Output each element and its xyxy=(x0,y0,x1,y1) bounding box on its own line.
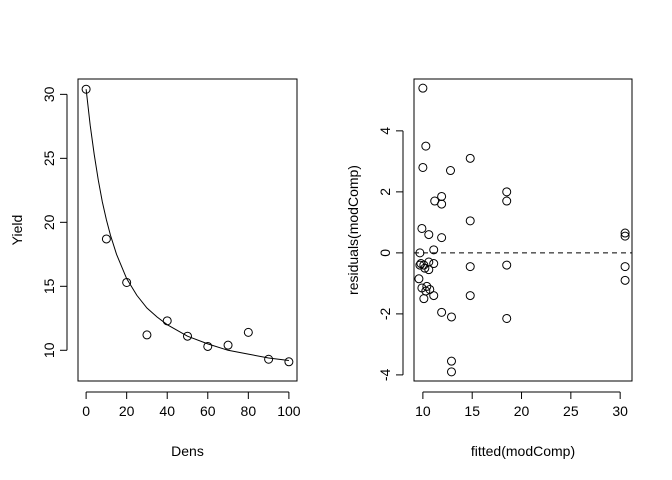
right-data-point xyxy=(418,83,428,93)
right-data-point xyxy=(445,166,455,176)
left-data-point xyxy=(101,234,111,244)
right-data-point xyxy=(502,313,512,323)
left-plot-frame xyxy=(77,78,298,382)
right-x-tick-label: 30 xyxy=(612,403,628,419)
right-x-tick-label: 20 xyxy=(514,403,530,419)
left-y-tick-label: 25 xyxy=(41,150,57,166)
right-data-point xyxy=(430,196,440,206)
right-y-tick-label: 4 xyxy=(377,127,393,135)
right-y-tick-label: 2 xyxy=(377,188,393,196)
right-data-point xyxy=(465,153,475,163)
right-data-point xyxy=(424,230,434,240)
left-x-tick-label: 80 xyxy=(241,403,257,419)
right-data-point xyxy=(418,162,428,172)
left-y-tick-label: 10 xyxy=(41,342,57,358)
right-plot-frame xyxy=(413,78,633,382)
left-y-axis-title: Yield xyxy=(9,215,25,246)
left-data-point xyxy=(203,341,213,351)
right-data-point xyxy=(420,263,430,273)
right-data-point xyxy=(422,281,432,291)
right-data-point xyxy=(465,262,475,272)
right-data-point xyxy=(502,196,512,206)
left-data-point xyxy=(223,340,233,350)
right-y-tick-label: 0 xyxy=(377,249,393,257)
left-data-point xyxy=(243,327,253,337)
right-data-point xyxy=(415,260,425,270)
right-data-point xyxy=(502,187,512,197)
right-x-tick-label: 15 xyxy=(464,403,480,419)
left-y-tick-label: 15 xyxy=(41,278,57,294)
right-data-point xyxy=(620,228,630,238)
left-data-point xyxy=(142,330,152,340)
right-y-tick-label: -4 xyxy=(377,368,393,381)
residuals-vs-fitted-panel: 10 15 20 25 30 -4 -2 0 2 4 fitted(modComp) residual… xyxy=(345,78,633,459)
right-data-point xyxy=(437,233,447,243)
left-x-tick-label: 100 xyxy=(277,403,301,419)
right-data-point xyxy=(419,294,429,304)
right-data-point xyxy=(465,291,475,301)
right-data-point xyxy=(446,367,456,377)
right-data-point xyxy=(502,260,512,270)
left-data-point xyxy=(183,331,192,341)
right-data-point xyxy=(421,141,431,151)
right-data-point xyxy=(446,312,456,322)
right-data-point xyxy=(415,248,425,258)
left-data-point xyxy=(284,357,294,367)
left-x-tick-label: 60 xyxy=(200,403,216,419)
left-data-point xyxy=(264,354,274,364)
right-data-point xyxy=(417,223,427,233)
right-y-axis-title: residuals(modComp) xyxy=(345,165,361,295)
right-data-point xyxy=(429,259,439,269)
right-data-point xyxy=(424,265,434,275)
right-data-point xyxy=(620,262,630,272)
yield-vs-dens-panel: 0 20 40 60 80 100 10 15 20 25 30 Dens Yield xyxy=(9,78,301,459)
left-fitted-curve xyxy=(85,89,289,362)
right-data-point xyxy=(620,231,630,241)
right-data-point xyxy=(437,307,447,317)
left-x-tick-label: 0 xyxy=(82,403,90,419)
right-x-axis-title: fitted(modComp) xyxy=(471,443,575,459)
right-x-tick-label: 25 xyxy=(563,403,579,419)
right-data-point xyxy=(429,291,439,301)
left-y-tick-label: 20 xyxy=(41,214,57,230)
right-data-point xyxy=(620,275,630,285)
right-data-point xyxy=(465,216,475,226)
left-x-tick-label: 40 xyxy=(159,403,175,419)
right-y-tick-label: -2 xyxy=(377,307,393,320)
left-y-tick-label: 30 xyxy=(41,86,57,102)
right-data-point xyxy=(414,274,424,284)
right-data-point xyxy=(429,245,439,255)
left-x-axis-title: Dens xyxy=(171,443,204,459)
right-data-point xyxy=(446,356,456,366)
left-x-tick-label: 20 xyxy=(119,403,135,419)
right-x-tick-label: 10 xyxy=(415,403,431,419)
